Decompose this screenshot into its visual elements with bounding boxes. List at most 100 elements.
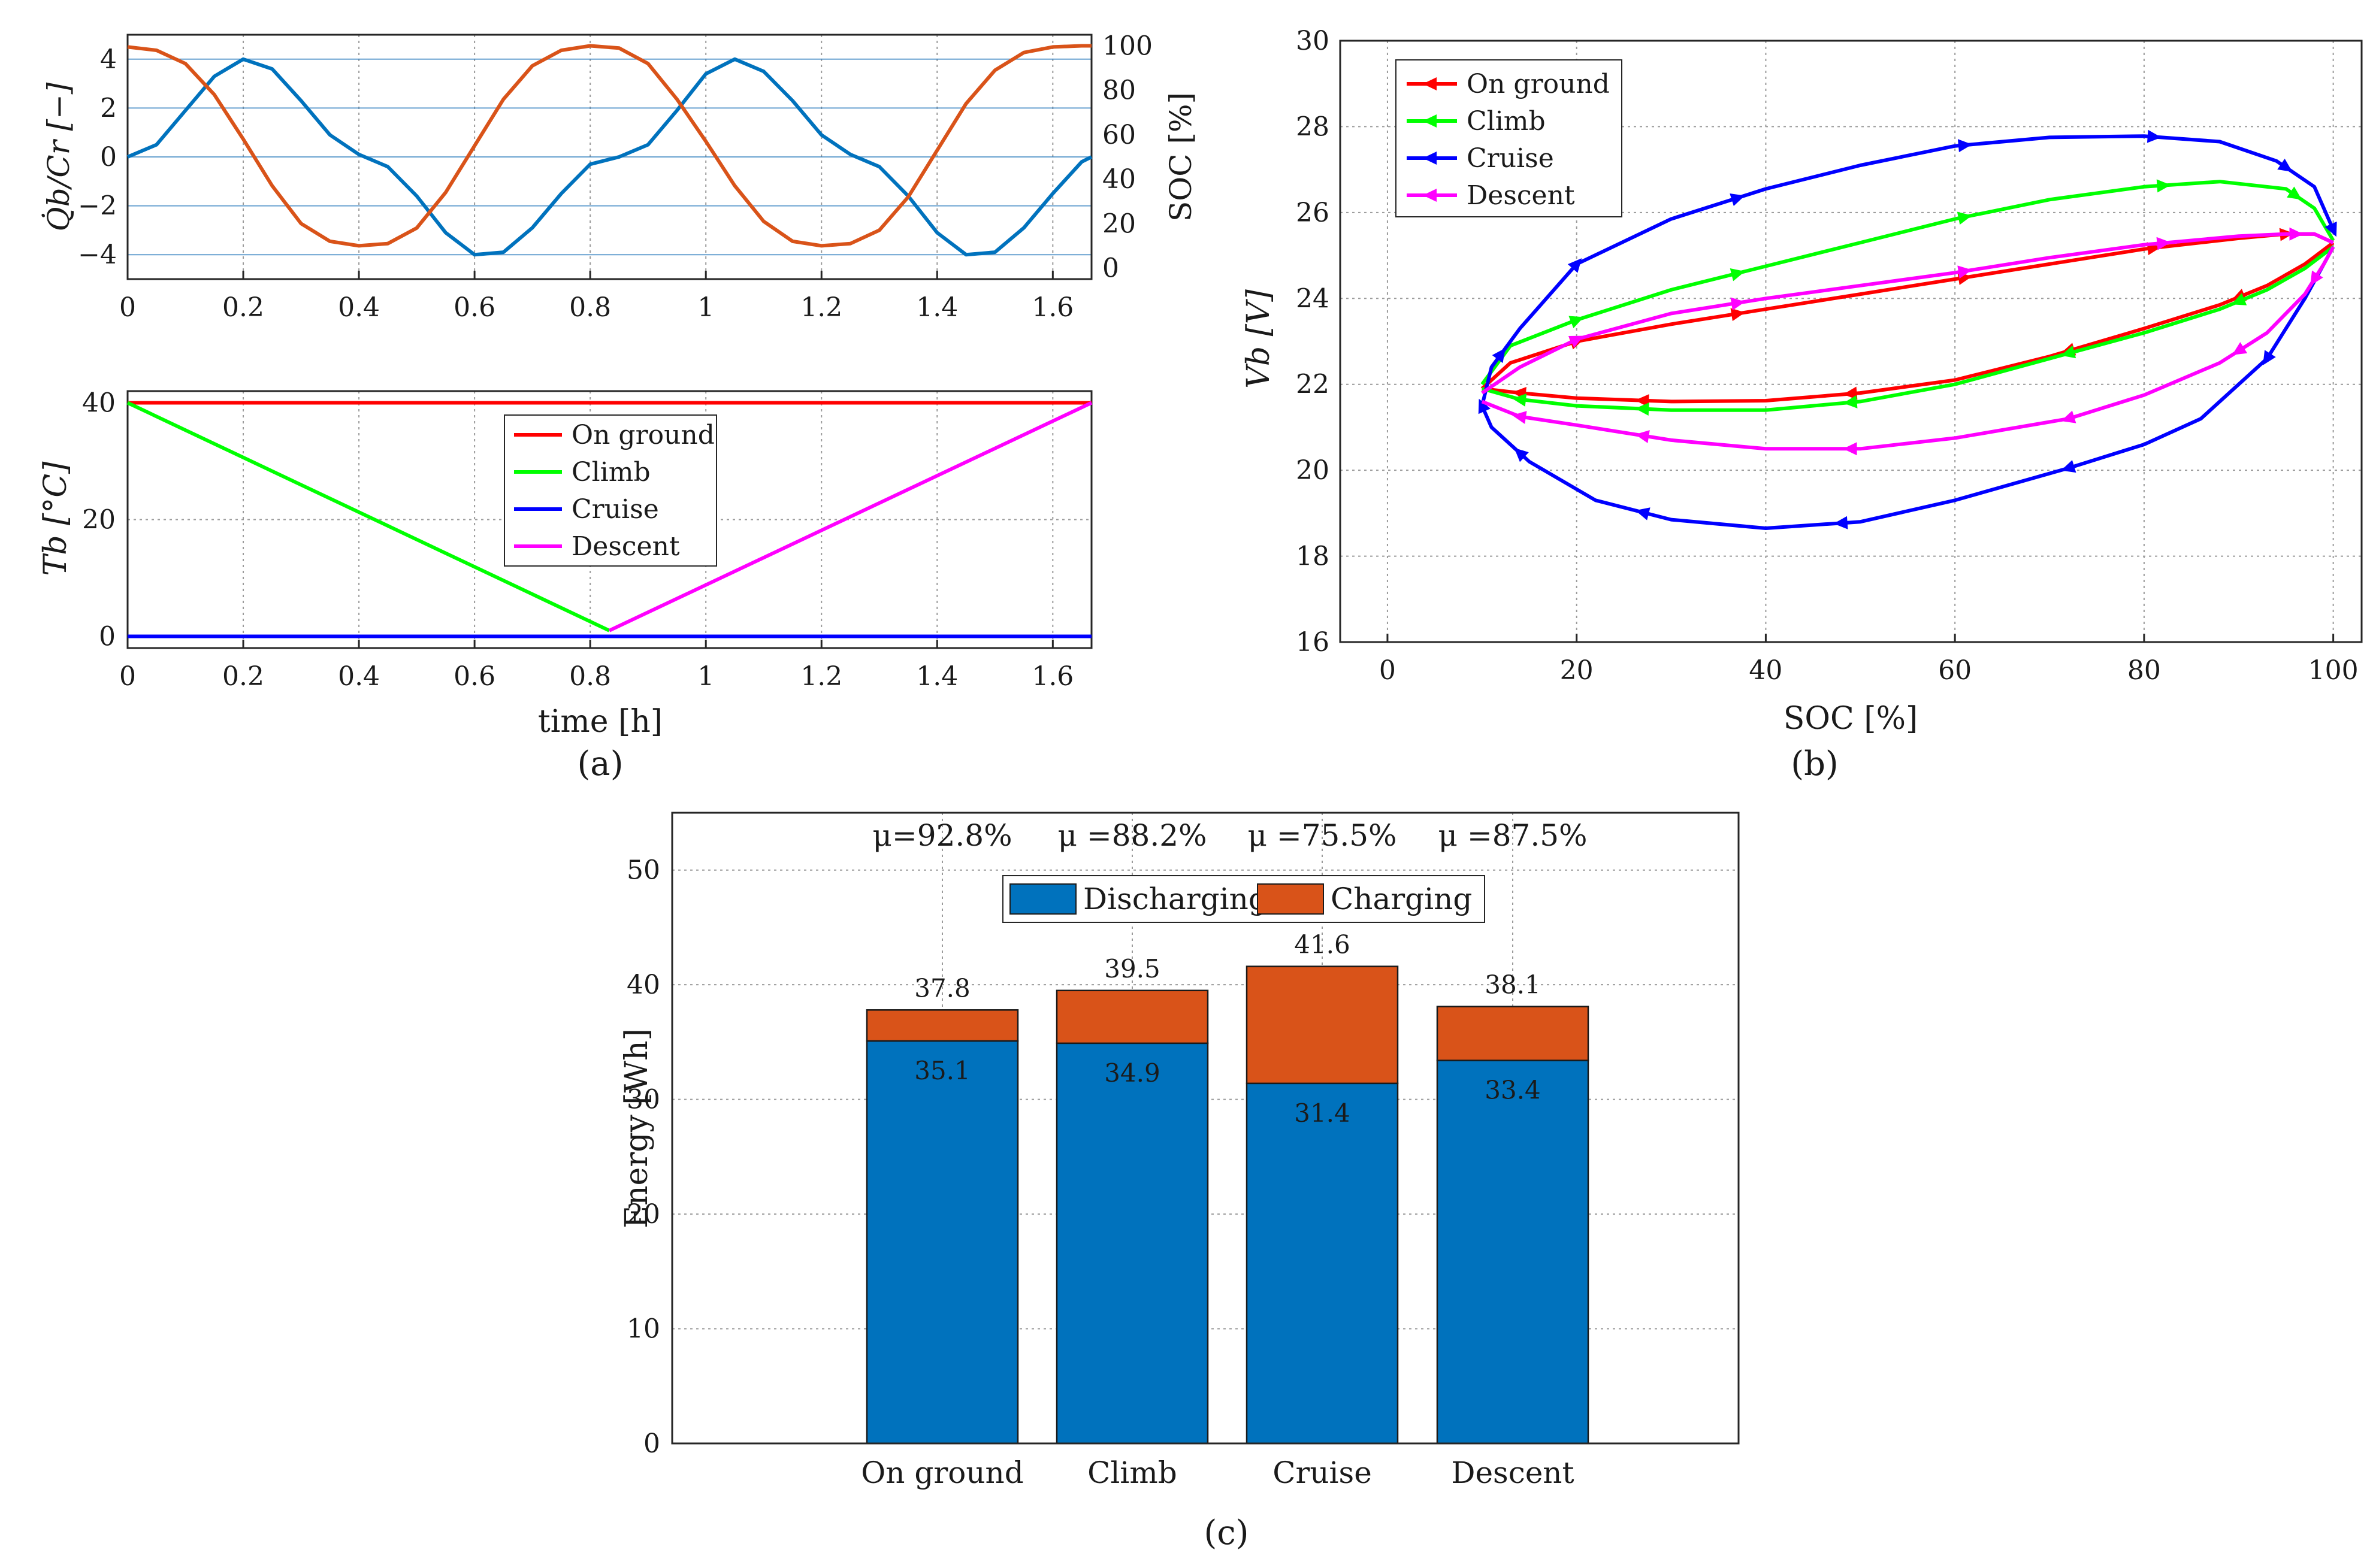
arrow-marker	[2310, 270, 2323, 286]
x-tick-label: Climb	[1087, 1455, 1177, 1490]
arrow-marker	[1514, 447, 1529, 462]
legend-label: Charging	[1331, 882, 1472, 916]
efficiency-label: μ =88.2%	[1057, 818, 1207, 853]
arrow-marker	[1843, 442, 1857, 456]
y2-tick-label: 60	[1102, 120, 1136, 150]
y-tick-label: 40	[627, 970, 660, 1000]
axes-box	[1339, 40, 2363, 643]
legend-label: Descent	[1467, 180, 1575, 211]
y2-tick-label: 100	[1102, 31, 1153, 62]
bar-inner-label: 34.9	[1104, 1058, 1160, 1088]
x-tick-label: 40	[1749, 655, 1782, 686]
bar-discharging-cruise	[1246, 1082, 1399, 1445]
x-tick-label: 1	[697, 292, 714, 323]
x-tick-label: 0.4	[338, 661, 380, 692]
series-line-descent-lower	[1481, 246, 2335, 451]
y-tick-label: 0	[643, 1428, 660, 1459]
legend-arrow	[1423, 114, 1437, 128]
efficiency-label: μ=92.8%	[872, 818, 1012, 853]
arrow-marker	[1635, 394, 1649, 408]
y-tick-label: 22	[1296, 370, 1329, 400]
bar-discharging-on-ground	[866, 1040, 1019, 1445]
legend-swatch-discharging	[1009, 883, 1077, 915]
y2-tick-label: 80	[1102, 75, 1136, 106]
bar-charging-descent	[1436, 1006, 1589, 1061]
series-line-right	[127, 44, 1092, 248]
bar-inner-label: 33.4	[1485, 1076, 1541, 1105]
arrow-marker	[2277, 158, 2293, 172]
x-tick-label: 0.6	[454, 292, 495, 323]
x-tick-label: 0.6	[454, 661, 495, 692]
x-tick-label: 0.2	[222, 292, 264, 323]
arrow-marker	[1635, 402, 1649, 416]
arrow-marker	[1492, 348, 1506, 364]
x-tick-label: 20	[1560, 655, 1594, 686]
arrow-marker	[1512, 411, 1527, 424]
y-tick-label: 20	[627, 1199, 660, 1230]
y-tick-label: 40	[82, 388, 116, 419]
bar-total-label: 38.1	[1485, 970, 1541, 1000]
arrow-marker	[1843, 386, 1858, 400]
legend-arrow	[1423, 152, 1437, 165]
x-tick-label: 1.4	[916, 292, 958, 323]
x-tick-label: 0	[119, 661, 136, 692]
arrow-marker	[1568, 335, 1584, 348]
legend-label: Discharging	[1083, 882, 1268, 916]
arrow-marker	[1957, 211, 1972, 225]
legend-label: Descent	[572, 531, 680, 562]
panel-a-top-plot: 0 0.2 0.4 0.6 0.8 1 1.2 1.4 1.6−4−20240204060801…	[41, 31, 1198, 323]
y-tick-label: −4	[78, 240, 117, 270]
x-tick-label: On ground	[861, 1455, 1024, 1490]
panel-label-b: (b)	[1791, 744, 1839, 783]
y-axis-label: Q̇b/Cr [−]	[41, 82, 76, 231]
bar-inner-label: 31.4	[1294, 1098, 1350, 1128]
x-tick-label: 1.2	[800, 292, 842, 323]
bar-discharging-climb	[1056, 1042, 1209, 1445]
y-tick-label: 24	[1296, 283, 1329, 314]
y-tick-label: 26	[1296, 198, 1329, 228]
arrow-marker	[2061, 345, 2076, 359]
arrow-marker	[2061, 410, 2076, 423]
arrow-marker	[2324, 221, 2337, 237]
y2-tick-label: 20	[1102, 208, 1136, 239]
x-tick-label: 1.2	[800, 661, 842, 692]
y-tick-label: 4	[100, 44, 117, 75]
y-axis-label: Tb [°C]	[38, 461, 74, 576]
y-tick-label: 20	[1296, 455, 1329, 486]
x-tick-label: 0.8	[569, 292, 611, 323]
x-tick-label: 80	[2127, 655, 2161, 686]
y-tick-label: −2	[78, 191, 117, 222]
x-tick-label: 0.8	[569, 661, 611, 692]
series-line-descent	[608, 401, 1093, 632]
y-tick-label: 30	[627, 1085, 660, 1115]
y-tick-label: 30	[1296, 26, 1329, 56]
panel-b-plot: 0 20 40 60 80 100 16 18 20 22 24 26 28 30 SOC [%] Vb [V…	[1241, 26, 2363, 737]
y-tick-label: 28	[1296, 111, 1329, 142]
y-tick-label: 2	[100, 93, 117, 123]
x-tick-label: 1.4	[916, 661, 958, 692]
arrow-marker	[1730, 308, 1745, 322]
x-axis-label: SOC [%]	[1784, 701, 1918, 737]
x-tick-label: 0	[119, 292, 136, 323]
bar-discharging-descent	[1436, 1060, 1589, 1445]
series-line-cruise-lower	[1480, 246, 2335, 530]
arrow-marker	[1635, 507, 1651, 520]
x-tick-label: Descent	[1451, 1455, 1574, 1490]
bar-inner-label: 35.1	[914, 1056, 971, 1085]
panel-a-bottom-plot: 0 0.2 0.4 0.6 0.8 1 1.2 1.4 1.6 0 20 40 time [h] Tb […	[38, 388, 1093, 740]
arrow-marker	[1833, 516, 1848, 529]
axes-box	[671, 812, 1740, 1445]
y-tick-label: 16	[1296, 627, 1329, 658]
y-tick-label: 18	[1296, 541, 1329, 572]
bar-charging-cruise	[1246, 965, 1399, 1085]
arrow-marker	[1568, 316, 1584, 328]
arrow-marker	[2147, 129, 2162, 143]
arrow-marker	[1843, 395, 1858, 408]
arrow-marker	[2061, 460, 2076, 473]
arrow-marker	[1730, 268, 1745, 281]
efficiency-label: μ =75.5%	[1247, 818, 1396, 853]
y-tick-label: 0	[99, 622, 116, 652]
legend-label: Cruise	[572, 494, 659, 525]
panel-label-a: (a)	[577, 744, 623, 783]
